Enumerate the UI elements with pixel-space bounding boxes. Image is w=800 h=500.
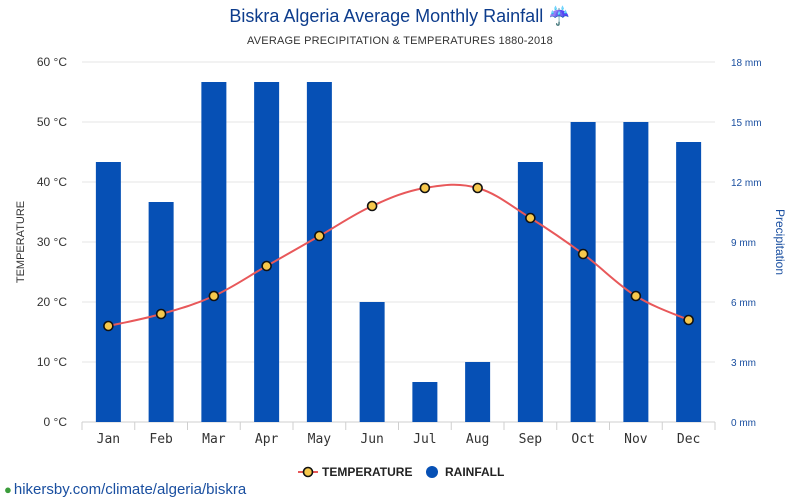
temperature-point xyxy=(155,308,167,320)
temperature-point xyxy=(577,248,589,260)
rainfall-bar xyxy=(201,82,227,422)
x-tick-label: Jul xyxy=(413,432,436,447)
temperature-point xyxy=(472,182,483,194)
y-left-tick-label: 30 °C xyxy=(37,235,67,249)
rainfall-bar xyxy=(465,362,491,422)
y-left-axis-title: TEMPERATURE xyxy=(15,201,27,283)
rainfall-bar xyxy=(306,82,332,422)
y-right-tick-label: 3 mm xyxy=(731,358,756,369)
source-link[interactable]: ● hikersby.com/climate/algeria/biskra xyxy=(4,481,246,498)
y-left-tick-label: 20 °C xyxy=(37,295,67,309)
y-right-tick-label: 15 mm xyxy=(731,118,762,129)
temperature-point xyxy=(103,320,114,332)
x-tick-label: Jun xyxy=(360,432,383,447)
x-tick-label: Oct xyxy=(571,432,594,447)
x-tick-label: Dec xyxy=(677,432,700,447)
rainfall-bar xyxy=(412,382,438,422)
y-left-tick-label: 60 °C xyxy=(37,55,67,69)
temperature-line xyxy=(108,183,690,327)
source-text: hikersby.com/climate/algeria/biskra xyxy=(13,481,247,498)
temperature-point xyxy=(366,200,378,212)
chart-subtitle: AVERAGE PRECIPITATION & TEMPERATURES 188… xyxy=(247,35,553,47)
x-tick-label: Mar xyxy=(202,432,226,447)
legend-temperature-label: TEMPERATURE xyxy=(322,465,412,479)
y-right-axis-title: Precipitation xyxy=(773,209,787,275)
rainfall-bar xyxy=(359,302,385,422)
y-left-tick-label: 0 °C xyxy=(44,415,68,429)
location-pin-icon: ● xyxy=(4,482,12,497)
rainfall-bar xyxy=(676,142,702,422)
y-right-tick-label: 0 mm xyxy=(731,418,756,429)
x-tick-label: Apr xyxy=(255,432,279,447)
temperature-point xyxy=(630,290,642,302)
y-right-tick-label: 9 mm xyxy=(731,238,756,249)
y-left-tick-label: 50 °C xyxy=(37,115,67,129)
rainfall-bar xyxy=(623,122,649,422)
y-right-tick-label: 12 mm xyxy=(731,178,762,189)
x-tick-label: Feb xyxy=(149,432,173,447)
rainfall-bar xyxy=(517,162,543,422)
temperature-point xyxy=(683,314,694,326)
y-right-tick-label: 6 mm xyxy=(731,298,756,309)
temperature-point xyxy=(525,212,536,224)
temperature-point xyxy=(208,290,220,302)
legend-rainfall-label: RAINFALL xyxy=(445,465,504,479)
legend-temperature-marker xyxy=(302,466,314,478)
y-right-tick-label: 18 mm xyxy=(731,58,762,69)
temperature-point xyxy=(314,230,325,242)
y-left-tick-label: 10 °C xyxy=(37,355,67,369)
rainfall-bar xyxy=(95,162,121,422)
x-tick-label: May xyxy=(308,432,332,447)
temperature-point xyxy=(419,182,431,194)
legend-rainfall-marker xyxy=(426,466,438,478)
y-left-tick-label: 40 °C xyxy=(37,175,67,189)
x-tick-label: Sep xyxy=(519,432,543,447)
umbrella-rain-icon: ☔ xyxy=(548,6,571,26)
x-tick-label: Jan xyxy=(97,432,120,447)
x-tick-label: Nov xyxy=(624,432,648,447)
x-tick-label: Aug xyxy=(466,432,489,447)
chart-title: Biskra Algeria Average Monthly Rainfall … xyxy=(0,6,800,27)
rainfall-bar xyxy=(254,82,280,422)
temperature-point xyxy=(261,260,272,272)
chart-title-text: Biskra Algeria Average Monthly Rainfall xyxy=(229,6,544,26)
rainfall-bar xyxy=(570,122,596,422)
